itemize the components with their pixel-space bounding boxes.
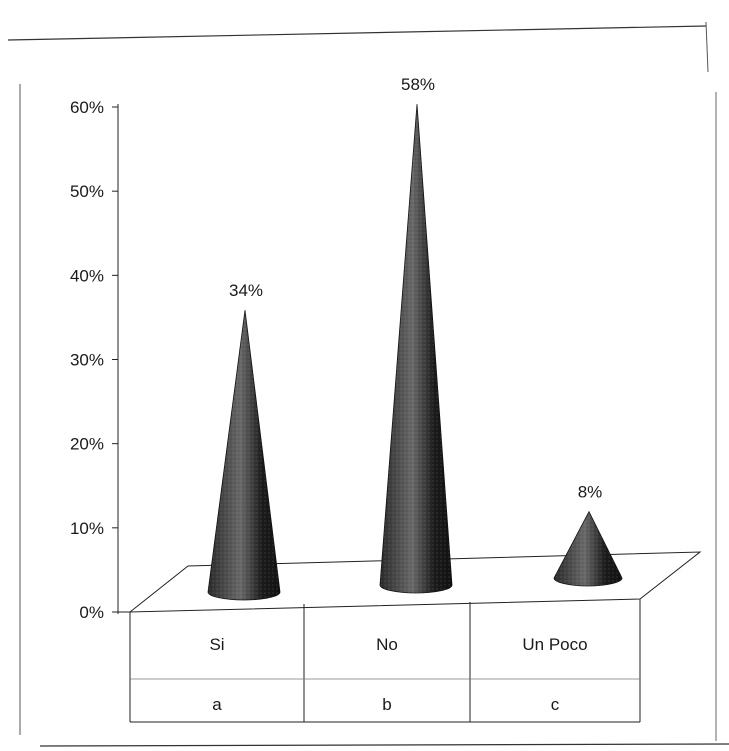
- y-tick-label: 30%: [70, 351, 104, 370]
- category-label: No: [376, 635, 398, 654]
- category-label: Un Poco: [522, 635, 587, 654]
- cone-3: [553, 510, 623, 587]
- y-tick-label: 0%: [79, 603, 104, 622]
- y-axis-ticks: 0% 10% 20% 30% 40% 50% 60%: [70, 98, 118, 622]
- frame-right-line: [705, 21, 709, 73]
- category-table: [129, 599, 641, 723]
- sub-category-label: c: [551, 695, 560, 714]
- data-label-1: 34%: [229, 281, 263, 300]
- frame-top-line: [7, 25, 707, 41]
- cone-2: [379, 104, 453, 594]
- data-label-2: 58%: [401, 75, 435, 94]
- y-tick-label: 10%: [70, 519, 104, 538]
- frame-bottom-line: [39, 743, 729, 747]
- cone-1: [207, 310, 281, 601]
- data-label-3: 8%: [578, 483, 603, 502]
- y-tick-label: 60%: [70, 98, 104, 117]
- sub-category-label: b: [382, 695, 391, 714]
- cone-texture: [208, 310, 280, 600]
- y-tick-label: 20%: [70, 435, 104, 454]
- cone-texture: [554, 511, 622, 586]
- cones: [207, 104, 623, 601]
- cone-texture: [380, 104, 452, 594]
- y-tick-label: 50%: [70, 182, 104, 201]
- data-labels: 34% 58% 8%: [229, 75, 602, 502]
- y-tick-label: 40%: [70, 266, 104, 285]
- sub-category-label: a: [212, 695, 222, 714]
- category-labels: Si a No b Un Poco c: [209, 635, 587, 714]
- chart-frame: [7, 21, 729, 747]
- category-label: Si: [209, 635, 224, 654]
